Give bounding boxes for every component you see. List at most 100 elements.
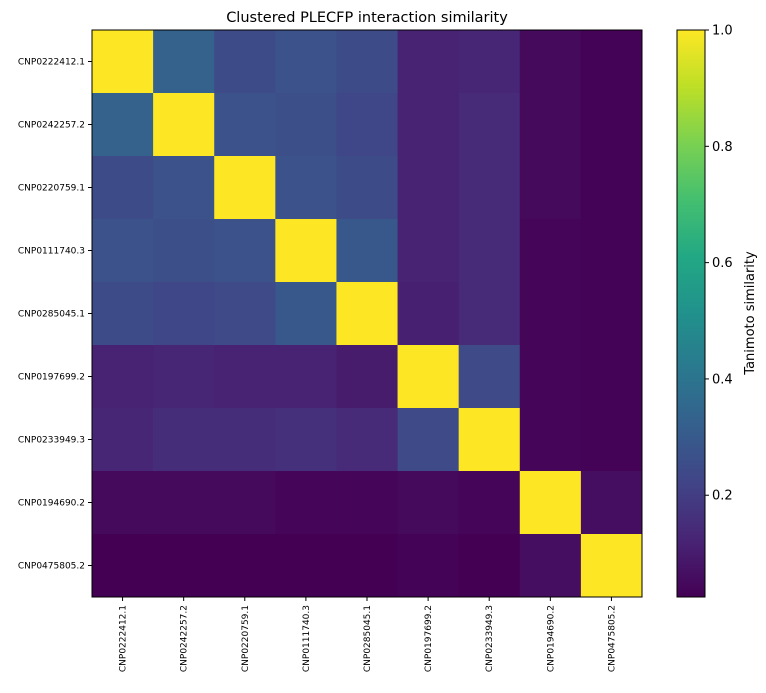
heatmap-cell (519, 345, 582, 409)
heatmap-cell (580, 282, 643, 346)
heatmap-cell (275, 345, 337, 409)
heatmap-cell (458, 282, 521, 346)
x-tick-label: CNP0285045.1 (363, 605, 373, 672)
x-tick-label: CNP0222412.1 (119, 605, 129, 672)
x-tick-label: CNP0194690.2 (546, 605, 556, 672)
heatmap-cell (214, 408, 276, 472)
heatmap-cell (214, 156, 276, 220)
heatmap-cell (275, 408, 337, 472)
colorbar (676, 29, 706, 598)
heatmap-cell (92, 30, 154, 94)
heatmap-cell (275, 30, 337, 94)
heatmap-cell (580, 219, 643, 283)
heatmap-cell (397, 219, 460, 283)
heatmap-cell (336, 282, 399, 346)
heatmap-cell (92, 408, 154, 472)
y-tick-label: CNP0111740.3 (18, 247, 85, 257)
heatmap-cell (336, 219, 399, 283)
heatmap-cell (92, 93, 154, 157)
heatmap-cell (214, 471, 276, 535)
y-tick-label: CNP0475805.2 (18, 562, 85, 572)
heatmap-cell (580, 345, 643, 409)
heatmap-cell (397, 282, 460, 346)
heatmap-cell (153, 471, 215, 535)
heatmap-cell (214, 282, 276, 346)
colorbar-ticks: 0.2 0.4 0.6 0.8 1.0 (705, 24, 733, 504)
heatmap-cell (458, 156, 521, 220)
heatmap-cell (153, 282, 215, 346)
heatmap-cell (92, 534, 154, 598)
heatmap-cell (153, 219, 215, 283)
heatmap-cell (580, 93, 643, 157)
heatmap-cell (336, 156, 399, 220)
heatmap-cell (214, 30, 276, 94)
heatmap-cell (458, 93, 521, 157)
x-tick-label: CNP0233949.3 (485, 605, 495, 672)
y-tick-label: CNP0233949.3 (18, 436, 85, 446)
heatmap-cells (92, 30, 643, 598)
heatmap-cell (519, 219, 582, 283)
y-tick-label: CNP0197699.2 (18, 373, 85, 383)
colorbar-tick-label: 0.2 (712, 489, 733, 504)
heatmap-cell (458, 345, 521, 409)
heatmap-cell (397, 345, 460, 409)
colorbar-tick-label: 1.0 (712, 24, 733, 39)
heatmap-cell (92, 219, 154, 283)
heatmap-cell (214, 534, 276, 598)
colorbar-tick-label: 0.8 (712, 140, 733, 155)
heatmap-cell (458, 219, 521, 283)
x-tick-label: CNP0475805.2 (607, 605, 617, 672)
y-tick-label: CNP0194690.2 (18, 499, 85, 509)
heatmap-cell (397, 156, 460, 220)
heatmap-cell (92, 345, 154, 409)
heatmap-cell (153, 30, 215, 94)
heatmap-cell (153, 156, 215, 220)
heatmap-cell (336, 30, 399, 94)
y-tick-label: CNP0222412.1 (18, 58, 85, 68)
heatmap-cell (275, 282, 337, 346)
heatmap-cell (397, 30, 460, 94)
heatmap-cell (458, 471, 521, 535)
chart-title: Clustered PLECFP interaction similarity (226, 10, 508, 26)
heatmap-cell (519, 156, 582, 220)
x-tick-label: CNP0220759.1 (241, 605, 251, 672)
heatmap-cell (275, 534, 337, 598)
heatmap-cell (397, 93, 460, 157)
y-tick-label: CNP0285045.1 (18, 310, 85, 320)
heatmap-cell (458, 30, 521, 94)
heatmap-cell (275, 156, 337, 220)
x-tick-label: CNP0242257.2 (180, 605, 190, 672)
heatmap-cell (153, 93, 215, 157)
heatmap-cell (153, 408, 215, 472)
heatmap-cell (92, 282, 154, 346)
x-tick-label: CNP0197699.2 (424, 605, 434, 672)
heatmap-cell (92, 156, 154, 220)
heatmap-cell (397, 408, 460, 472)
x-axis-ticks: CNP0222412.1 CNP0242257.2 CNP0220759.1 CNP0… (119, 597, 617, 672)
heatmap-cell (336, 345, 399, 409)
heatmap-cell (336, 534, 399, 598)
heatmap-cell (580, 534, 643, 598)
heatmap-cell (519, 471, 582, 535)
heatmap-cell (214, 93, 276, 157)
heatmap-cell (214, 219, 276, 283)
heatmap-cell (519, 408, 582, 472)
heatmap-cell (519, 282, 582, 346)
heatmap-cell (275, 471, 337, 535)
y-axis-ticks: CNP0222412.1 CNP0242257.2 CNP0220759.1 CNP0… (18, 58, 92, 572)
heatmap-cell (519, 534, 582, 598)
heatmap-cell (336, 408, 399, 472)
heatmap-cell (397, 534, 460, 598)
heatmap-cell (458, 408, 521, 472)
heatmap-cell (275, 219, 337, 283)
heatmap-cell (275, 93, 337, 157)
y-tick-label: CNP0242257.2 (18, 121, 85, 131)
heatmap-cell (92, 471, 154, 535)
colorbar-tick-label: 0.6 (712, 256, 733, 271)
heatmap-cell (519, 93, 582, 157)
heatmap-cell (153, 345, 215, 409)
heatmap-cell (580, 471, 643, 535)
heatmap-cell (580, 30, 643, 94)
heatmap-cell (580, 408, 643, 472)
